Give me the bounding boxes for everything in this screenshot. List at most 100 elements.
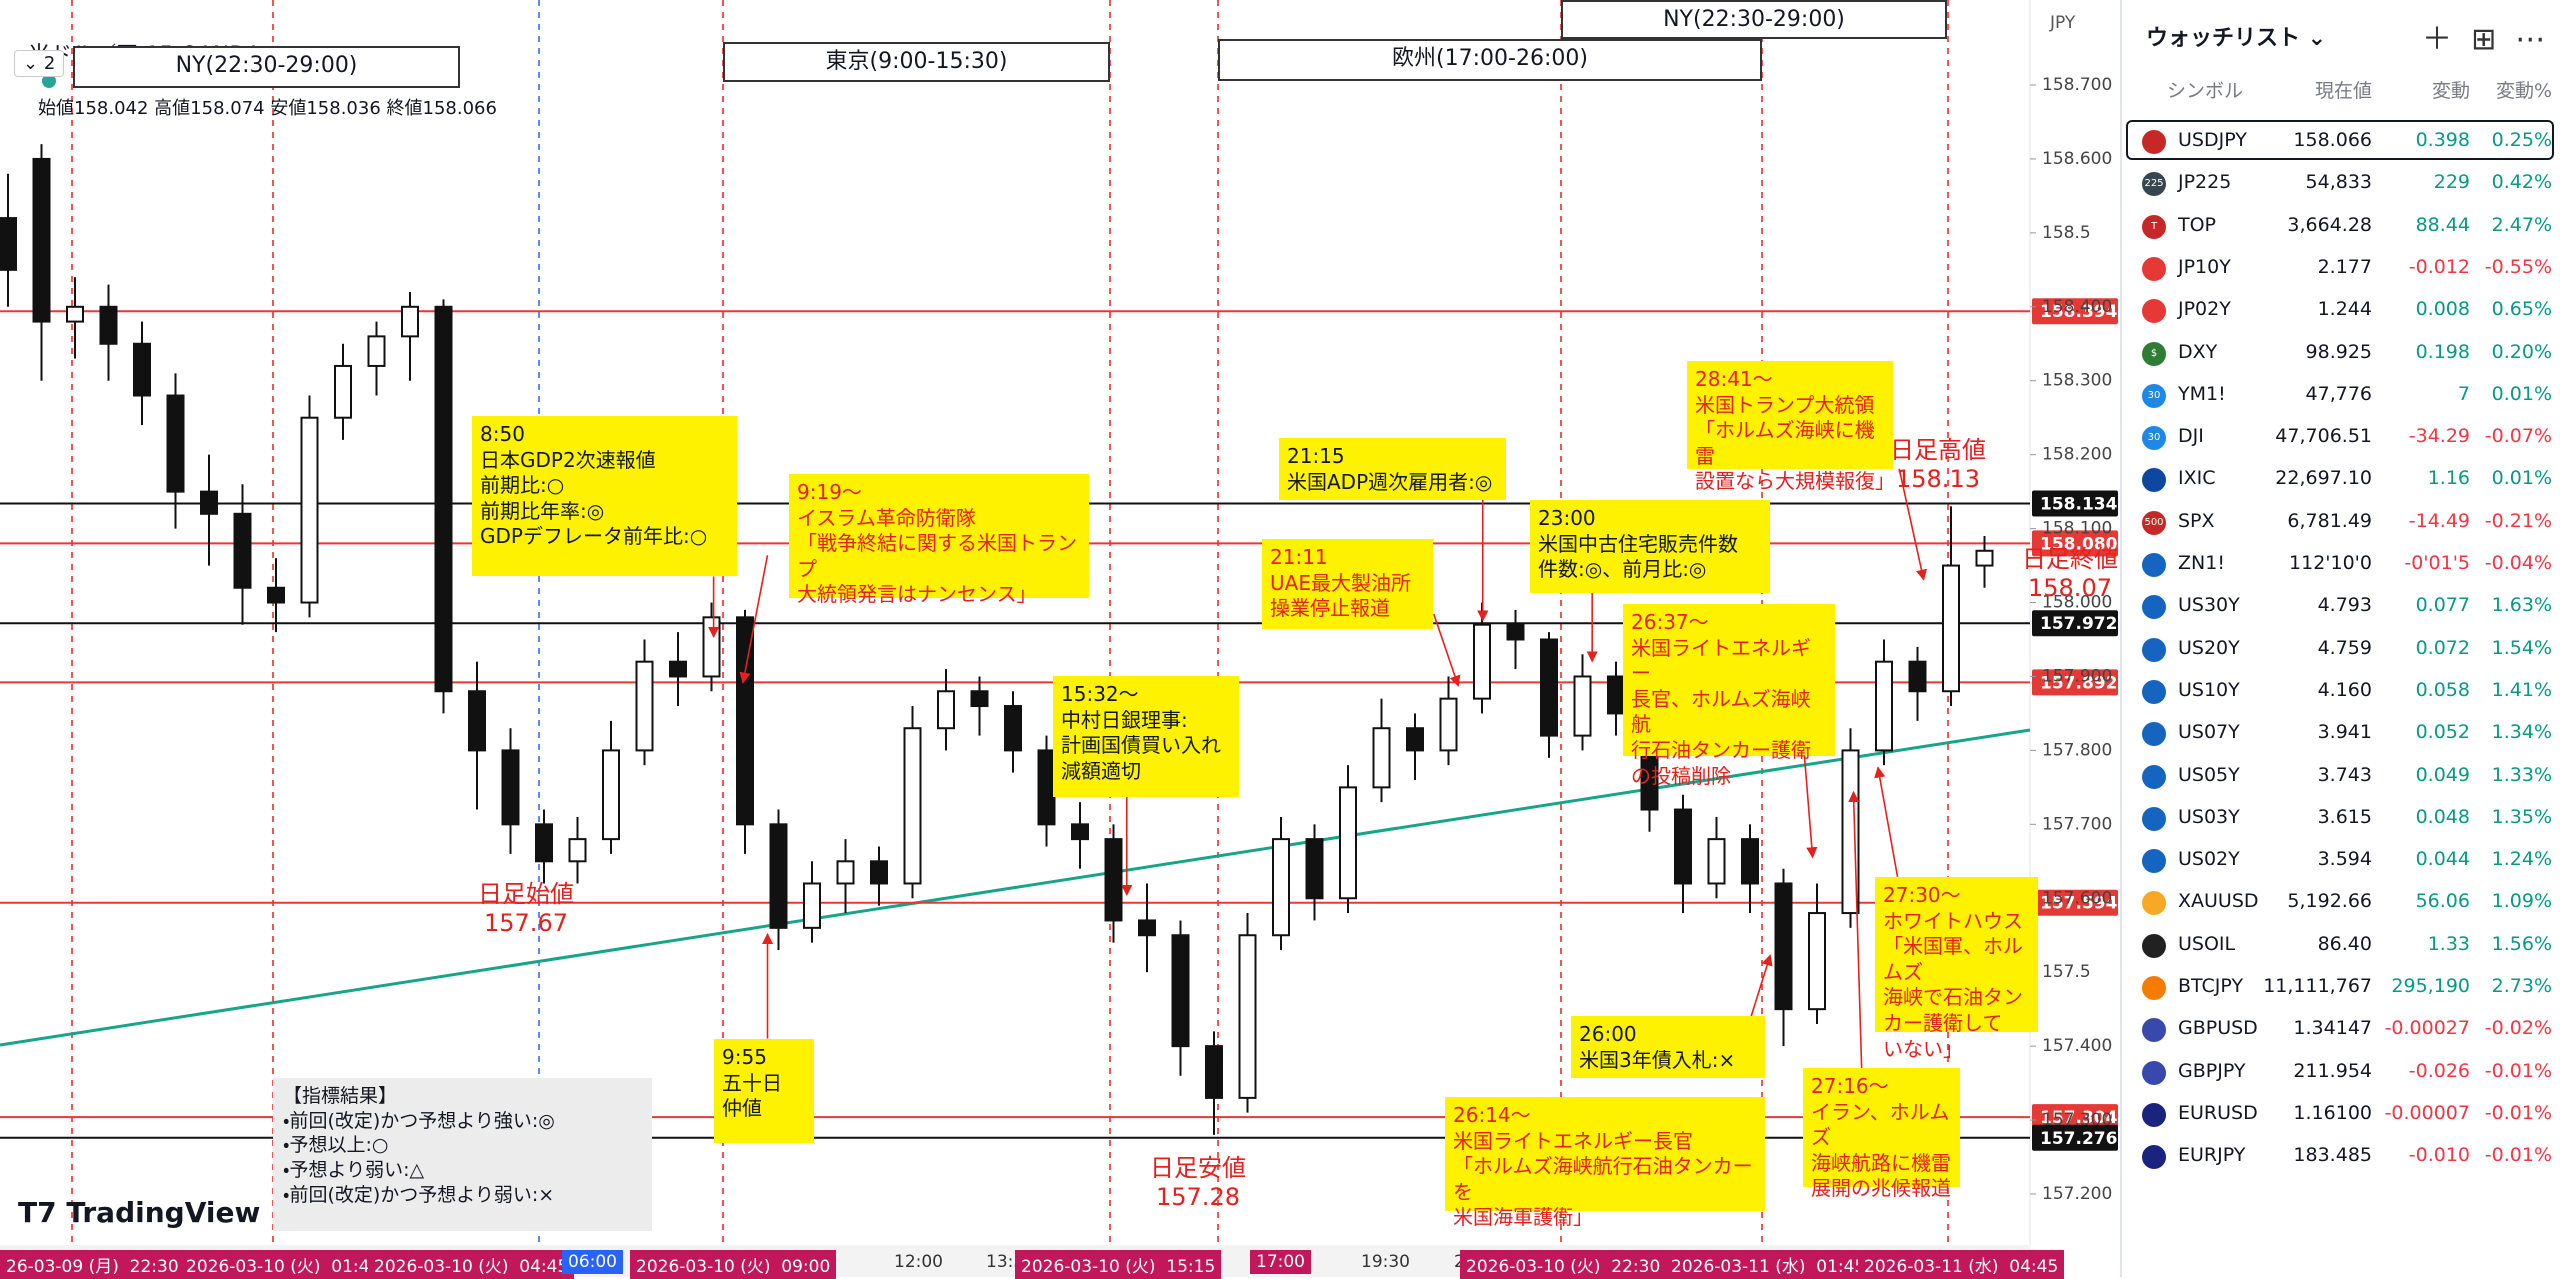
annotation: 9:55 五十日 仲値 bbox=[714, 1039, 814, 1143]
price: 3.615 bbox=[2317, 805, 2372, 828]
watchlist-title[interactable]: ウォッチリスト ⌄ bbox=[2146, 26, 2327, 51]
candle-body bbox=[99, 305, 118, 345]
candle-body bbox=[1942, 564, 1960, 693]
symbol-icon bbox=[2142, 553, 2166, 577]
candle-body bbox=[468, 690, 486, 752]
candle-body bbox=[1808, 912, 1826, 1011]
change: -0.010 bbox=[2408, 1144, 2470, 1167]
column-header: シンボル bbox=[2167, 80, 2244, 102]
price: 22,697.10 bbox=[2275, 467, 2372, 490]
candle-body bbox=[200, 490, 218, 515]
candle-body bbox=[233, 512, 252, 589]
symbol[interactable]: SPX bbox=[2178, 509, 2215, 532]
session-box: 東京(9:00-15:30) bbox=[723, 42, 1110, 82]
symbol[interactable]: ZN1! bbox=[2178, 552, 2225, 574]
candle-body bbox=[1004, 705, 1022, 752]
candle-body bbox=[1238, 934, 1257, 1099]
symbol-icon bbox=[2142, 130, 2166, 154]
candle-body bbox=[1138, 919, 1156, 937]
daily-note: 日足始値 157.67 bbox=[478, 880, 574, 937]
symbol[interactable]: GBPUSD bbox=[2178, 1017, 2258, 1040]
change-pct: 1.54% bbox=[2491, 636, 2552, 659]
layout-toggle[interactable]: ⌄ 2 bbox=[14, 50, 65, 77]
price: 98.925 bbox=[2305, 340, 2372, 363]
symbol[interactable]: IXIC bbox=[2178, 467, 2216, 490]
candle-body bbox=[1171, 934, 1190, 1048]
price: 158.066 bbox=[2293, 129, 2372, 151]
symbol-icon bbox=[2142, 933, 2166, 958]
symbol[interactable]: US30Y bbox=[2178, 594, 2240, 617]
level-badge bbox=[2032, 530, 2118, 557]
price: 1.16100 bbox=[2293, 1101, 2372, 1124]
daily-note: 日足終値 158.07 bbox=[2022, 545, 2118, 602]
annotation: 21:15 米国ADP週次雇用者:◎ bbox=[1279, 438, 1506, 500]
candle-body bbox=[1506, 623, 1525, 641]
time-label: 19:30 bbox=[1361, 1252, 1410, 1272]
price: 1.34147 bbox=[2293, 1017, 2372, 1040]
change-pct: -0.01% bbox=[2484, 1144, 2552, 1167]
price: 4.160 bbox=[2317, 678, 2372, 701]
symbol[interactable]: US07Y bbox=[2178, 721, 2240, 744]
symbol[interactable]: YM1! bbox=[2178, 382, 2226, 405]
change: 0.077 bbox=[2415, 594, 2470, 617]
level-label: 157.892 bbox=[2040, 673, 2117, 693]
candle-body bbox=[133, 342, 151, 397]
price: 3.941 bbox=[2317, 721, 2372, 744]
change-pct: 0.20% bbox=[2491, 340, 2552, 363]
change-pct: -0.07% bbox=[2484, 425, 2552, 448]
symbol[interactable]: USOIL bbox=[2178, 932, 2236, 955]
change: 229 bbox=[2433, 171, 2470, 194]
symbol[interactable]: GBPJPY bbox=[2178, 1059, 2246, 1082]
symbol[interactable]: EURJPY bbox=[2178, 1144, 2246, 1167]
symbol[interactable]: EURUSD bbox=[2178, 1101, 2258, 1124]
value: 158.036 bbox=[306, 98, 381, 119]
symbol-icon bbox=[2142, 1060, 2166, 1085]
symbol[interactable]: US10Y bbox=[2178, 678, 2240, 701]
currency: JPY bbox=[2049, 13, 2076, 33]
symbol-icon bbox=[2142, 1145, 2166, 1170]
candle-body bbox=[1908, 660, 1927, 693]
candle-body bbox=[434, 305, 453, 693]
candle-body bbox=[1372, 727, 1391, 789]
symbol[interactable]: US03Y bbox=[2178, 805, 2240, 828]
time-label: 2026-03-10 (火) 09:00 bbox=[630, 1250, 837, 1279]
symbol[interactable]: XAUUSD bbox=[2178, 890, 2259, 913]
level-label: 158.134 bbox=[2040, 494, 2118, 514]
level-badge bbox=[2032, 1124, 2118, 1151]
candle-body bbox=[1104, 838, 1123, 922]
candle-body bbox=[1439, 697, 1458, 752]
symbol[interactable]: JP225 bbox=[2178, 171, 2232, 194]
price-tick-label: 158.200 bbox=[2042, 445, 2112, 465]
candle-body bbox=[1975, 549, 1994, 567]
price: 183.485 bbox=[2293, 1144, 2372, 1167]
symbol[interactable]: JP10Y bbox=[2178, 255, 2231, 278]
change: -0.00027 bbox=[2384, 1017, 2470, 1040]
value: 158.042 bbox=[74, 98, 149, 119]
symbol[interactable]: JP02Y bbox=[2178, 298, 2231, 321]
change-pct: 1.63% bbox=[2491, 594, 2552, 617]
candle-body bbox=[568, 838, 587, 863]
change-pct: 1.09% bbox=[2491, 890, 2552, 913]
symbol[interactable]: US05Y bbox=[2178, 763, 2240, 786]
symbol[interactable]: DJI bbox=[2178, 425, 2204, 448]
change: -0'01'5 bbox=[2404, 552, 2470, 574]
column-header: 現在値 bbox=[2314, 80, 2372, 102]
price-tick-label: 157.300 bbox=[2042, 1110, 2112, 1130]
change-pct: 2.47% bbox=[2491, 213, 2552, 236]
candle-body bbox=[736, 616, 754, 826]
label: 始値 bbox=[38, 98, 74, 119]
candle-body bbox=[501, 749, 520, 826]
time-label: 2026-03-11 (水) 04:45 bbox=[1858, 1250, 2065, 1279]
symbol[interactable]: US20Y bbox=[2178, 636, 2240, 659]
symbol[interactable]: US02Y bbox=[2178, 848, 2240, 871]
change-pct: -0.55% bbox=[2484, 255, 2552, 278]
symbol[interactable]: BTCJPY bbox=[2178, 975, 2244, 997]
symbol[interactable]: USDJPY bbox=[2178, 129, 2247, 151]
toolbar-icons[interactable]: ＋ ⊞ ⋯ bbox=[2422, 22, 2546, 57]
price-tick-label: 158.600 bbox=[2042, 149, 2112, 169]
symbol[interactable]: TOP bbox=[2178, 213, 2217, 236]
level-badge bbox=[2032, 1104, 2118, 1131]
symbol[interactable]: DXY bbox=[2178, 340, 2218, 363]
change-pct: -0.01% bbox=[2484, 1101, 2552, 1124]
price-tick-label: 157.700 bbox=[2042, 814, 2112, 834]
